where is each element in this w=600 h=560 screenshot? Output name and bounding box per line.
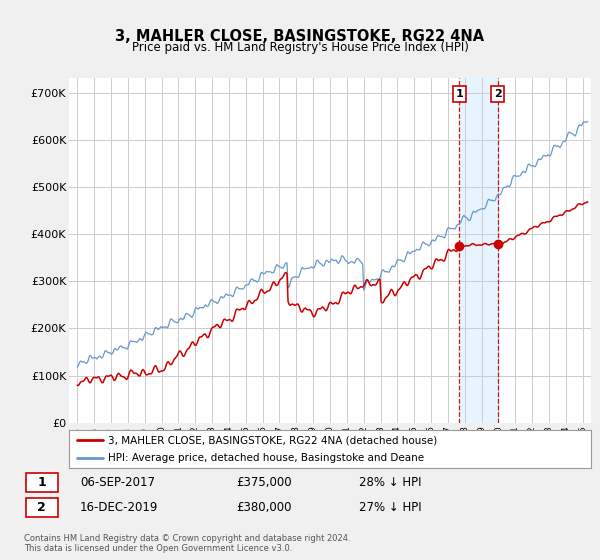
Text: 3, MAHLER CLOSE, BASINGSTOKE, RG22 4NA (detached house): 3, MAHLER CLOSE, BASINGSTOKE, RG22 4NA (… — [108, 435, 437, 445]
Text: 28% ↓ HPI: 28% ↓ HPI — [359, 475, 421, 489]
Text: 1: 1 — [455, 89, 463, 99]
Text: 06-SEP-2017: 06-SEP-2017 — [80, 475, 155, 489]
Text: 3, MAHLER CLOSE, BASINGSTOKE, RG22 4NA: 3, MAHLER CLOSE, BASINGSTOKE, RG22 4NA — [115, 29, 485, 44]
Text: £375,000: £375,000 — [236, 475, 292, 489]
Text: This data is licensed under the Open Government Licence v3.0.: This data is licensed under the Open Gov… — [24, 544, 292, 553]
Text: Contains HM Land Registry data © Crown copyright and database right 2024.: Contains HM Land Registry data © Crown c… — [24, 534, 350, 543]
Text: 27% ↓ HPI: 27% ↓ HPI — [359, 501, 421, 514]
FancyBboxPatch shape — [26, 498, 58, 517]
Bar — [459, 78, 497, 423]
Text: £380,000: £380,000 — [236, 501, 292, 514]
Text: 2: 2 — [494, 89, 502, 99]
Text: 1: 1 — [37, 475, 46, 489]
FancyBboxPatch shape — [26, 473, 58, 492]
Text: 2: 2 — [37, 501, 46, 514]
Text: HPI: Average price, detached house, Basingstoke and Deane: HPI: Average price, detached house, Basi… — [108, 453, 424, 463]
Text: Price paid vs. HM Land Registry's House Price Index (HPI): Price paid vs. HM Land Registry's House … — [131, 41, 469, 54]
Text: 16-DEC-2019: 16-DEC-2019 — [80, 501, 158, 514]
